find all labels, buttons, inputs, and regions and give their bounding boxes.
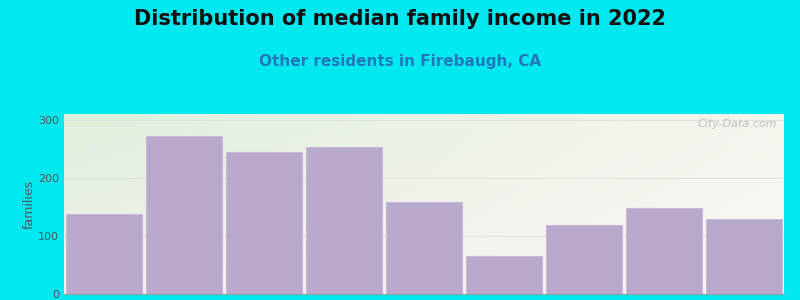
Bar (146, 136, 222, 294)
Bar (706, 218, 782, 294)
Bar (626, 208, 702, 294)
Text: Distribution of median family income in 2022: Distribution of median family income in … (134, 9, 666, 29)
Bar (226, 152, 302, 294)
Bar (306, 146, 382, 294)
Bar (66, 214, 142, 294)
Text: Other residents in Firebaugh, CA: Other residents in Firebaugh, CA (259, 54, 541, 69)
Bar (386, 202, 462, 294)
Bar (466, 256, 542, 294)
Bar (546, 226, 622, 294)
Y-axis label: families: families (22, 179, 35, 229)
Text: City-Data.com: City-Data.com (698, 119, 777, 129)
